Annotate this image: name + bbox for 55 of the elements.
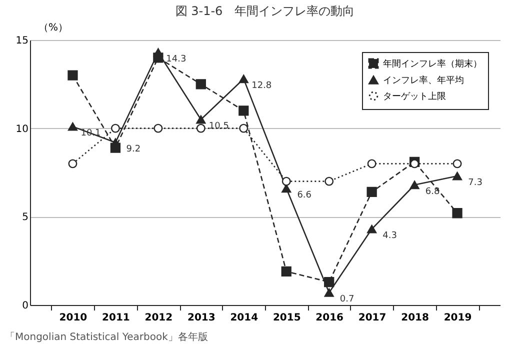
data-label: 6.6 [297, 190, 312, 200]
point [324, 288, 334, 297]
y-tick-label: 0 [22, 300, 28, 312]
data-label: 14.3 [166, 54, 186, 64]
point [281, 266, 292, 277]
point [282, 184, 292, 193]
x-tick-label: 2011 [102, 312, 130, 324]
point [238, 74, 248, 84]
x-tick-label: 2018 [401, 312, 429, 324]
point [324, 276, 334, 288]
point [238, 106, 249, 116]
point [196, 115, 206, 124]
point [366, 186, 377, 198]
y-axis-title: （%） [38, 22, 68, 34]
point [367, 159, 376, 168]
data-label: 4.3 [382, 231, 397, 242]
point [154, 124, 163, 133]
x-tick-label: 2016 [316, 312, 344, 324]
legend-label: インフレ率、年平均 [383, 75, 464, 86]
point [452, 159, 462, 168]
x-tick-label: 2012 [144, 312, 173, 324]
data-label: 0.7 [340, 294, 354, 305]
point [282, 176, 291, 186]
x-tick-label: 2013 [187, 312, 216, 324]
point [196, 79, 206, 90]
point [324, 176, 334, 186]
data-label: 6.8 [425, 186, 440, 197]
legend-label: ターゲット上限 [383, 91, 446, 102]
point [68, 122, 78, 131]
x-tick-label: 2015 [272, 312, 301, 324]
data-label: 7.3 [468, 178, 482, 188]
point [410, 180, 420, 190]
point [452, 172, 462, 180]
point [110, 124, 120, 133]
point [452, 208, 462, 218]
y-tick-label: 5 [22, 212, 28, 224]
point [367, 224, 377, 234]
y-tick-label: 10 [16, 124, 28, 135]
text: 「Mongolian Statistical Yearbook」各年版 [5, 331, 208, 343]
point [196, 124, 206, 133]
chart-title: 図 3-1-6 年間インフレ率の動向 [175, 4, 355, 18]
data-label: 9.2 [126, 144, 141, 154]
legend-label: 年間インフレ率（期末） [383, 58, 482, 70]
y-tick-label: 15 [16, 36, 28, 46]
data-label: 10.5 [208, 122, 229, 132]
point [110, 138, 120, 147]
x-tick-label: 2017 [358, 312, 386, 324]
x-tick-label: 2019 [444, 312, 472, 324]
data-label: 12.8 [252, 80, 272, 91]
point [239, 124, 248, 133]
x-tick-label: 2010 [59, 312, 88, 324]
point [68, 159, 78, 168]
point [153, 48, 163, 57]
x-tick-label: 2014 [230, 312, 258, 324]
point [68, 70, 78, 80]
